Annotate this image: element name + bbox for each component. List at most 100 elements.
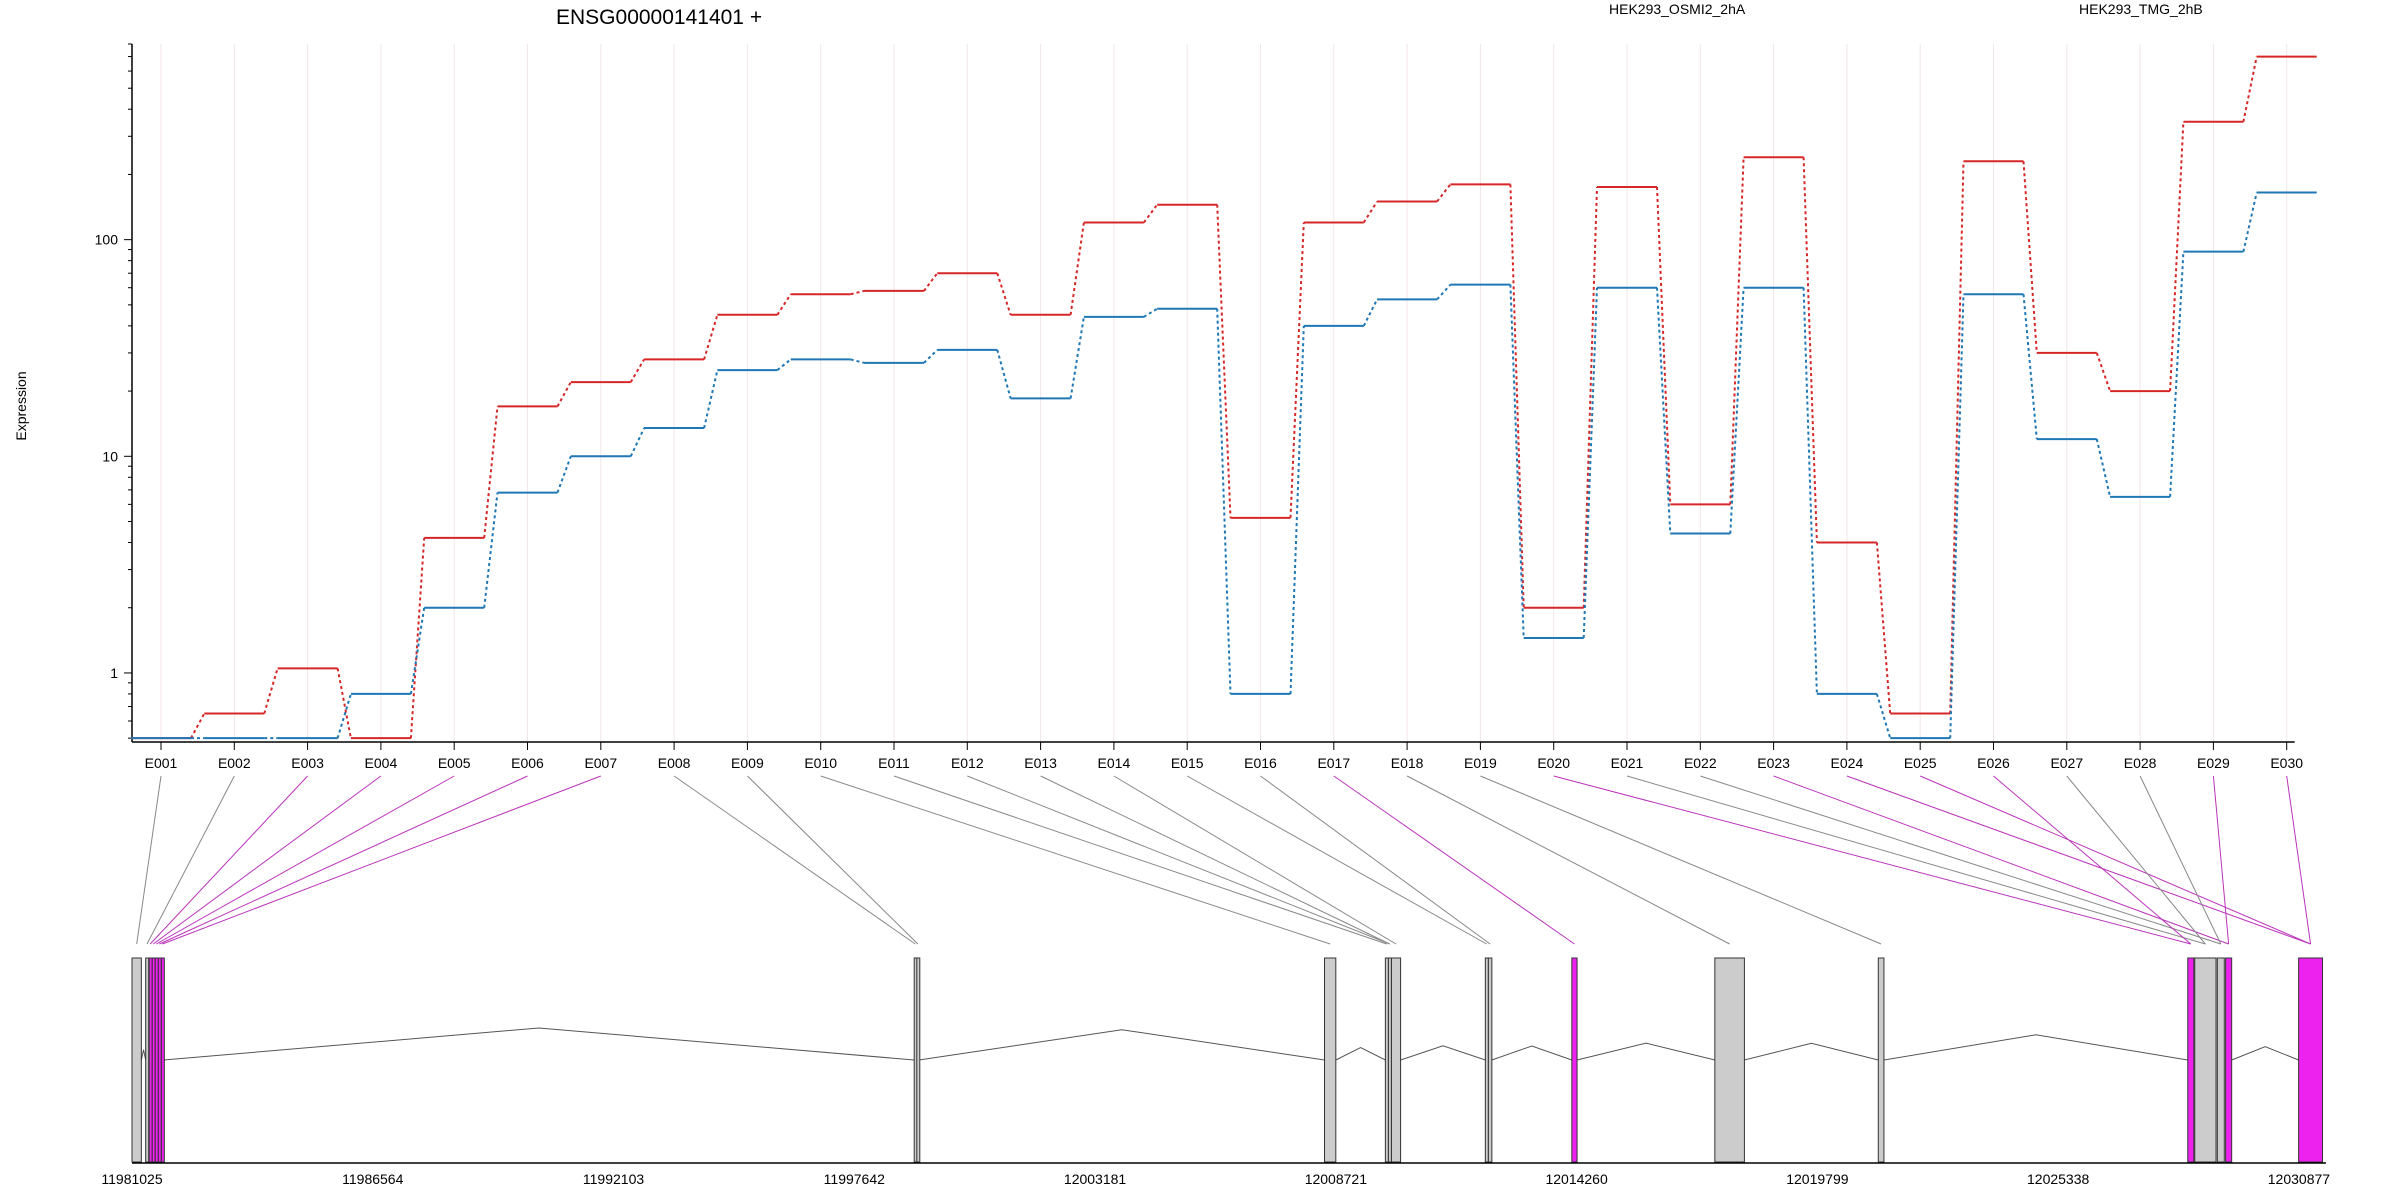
series-transition bbox=[1289, 222, 1305, 518]
exon-box bbox=[131, 957, 142, 1163]
series-transition bbox=[629, 358, 645, 383]
exon-label-E023: E023 bbox=[1757, 755, 1790, 771]
series-transition bbox=[923, 272, 939, 292]
connector-E002 bbox=[146, 775, 235, 945]
connector-E004 bbox=[153, 775, 382, 945]
exon-label-E009: E009 bbox=[731, 755, 764, 771]
connector-E018 bbox=[1406, 775, 1730, 945]
series-transition bbox=[2169, 251, 2185, 497]
exon-box bbox=[2298, 957, 2324, 1163]
series-transition bbox=[2242, 192, 2258, 252]
series-transition bbox=[1582, 186, 1598, 608]
exon-label-E026: E026 bbox=[1977, 755, 2010, 771]
series-transition bbox=[996, 272, 1012, 316]
connector-E015 bbox=[1186, 775, 1487, 945]
connector-E009 bbox=[747, 775, 919, 945]
exon-label-E006: E006 bbox=[511, 755, 544, 771]
exon-box bbox=[160, 957, 165, 1163]
series-transition bbox=[1069, 222, 1085, 315]
connector-E024 bbox=[1846, 775, 2311, 945]
exon-label-E017: E017 bbox=[1317, 755, 1350, 771]
series-transition bbox=[1582, 287, 1598, 639]
series-transition bbox=[1509, 284, 1525, 639]
connector-E023 bbox=[1773, 775, 2229, 945]
series-transition bbox=[923, 349, 938, 364]
connector-E028 bbox=[2139, 775, 2222, 945]
exon-box bbox=[1714, 957, 1745, 1163]
exon-label-E013: E013 bbox=[1024, 755, 1057, 771]
intron-line bbox=[140, 1049, 147, 1061]
genomic-tick-label: 12025338 bbox=[2027, 1171, 2090, 1187]
connector-E026 bbox=[1993, 775, 2192, 945]
series-transition bbox=[776, 293, 792, 316]
series-transition bbox=[2095, 438, 2112, 498]
connector-E006 bbox=[159, 775, 528, 945]
connector-E014 bbox=[1113, 775, 1397, 945]
series-transition bbox=[2242, 56, 2258, 122]
exon-label-E025: E025 bbox=[1904, 755, 1937, 771]
series-transition bbox=[1875, 693, 1892, 739]
series-transition bbox=[703, 369, 719, 429]
y-tick-label: 1 bbox=[110, 665, 118, 681]
series-transition bbox=[556, 455, 572, 493]
genomic-tick-label: 11981025 bbox=[101, 1171, 162, 1187]
series-transition bbox=[483, 492, 499, 608]
connector-E027 bbox=[2066, 775, 2206, 945]
exon-label-E003: E003 bbox=[291, 755, 324, 771]
series-transition bbox=[1802, 287, 1818, 694]
connector-E022 bbox=[1700, 775, 2221, 945]
series-transition bbox=[1216, 204, 1232, 518]
genomic-tick-label: 11986564 bbox=[342, 1171, 403, 1187]
series-transition bbox=[629, 427, 646, 457]
series-transition bbox=[776, 358, 792, 371]
series-transition bbox=[1362, 298, 1378, 327]
series-transition bbox=[1949, 294, 1965, 739]
intron-line bbox=[1491, 1045, 1573, 1061]
exon-box bbox=[145, 957, 150, 1163]
connector-E013 bbox=[1040, 775, 1390, 945]
exon-axis-labels: E001 E002 E003 E004 E005 E006 E007 E008 E009 E010… bbox=[145, 755, 2304, 771]
exon-box bbox=[1324, 957, 1337, 1163]
series-transition bbox=[2022, 294, 2038, 440]
exon-box bbox=[1571, 957, 1578, 1163]
connector-E021 bbox=[1626, 775, 2206, 945]
series-transition bbox=[409, 537, 426, 739]
gene-model bbox=[131, 957, 2324, 1163]
connector-E003 bbox=[149, 775, 308, 945]
connector-E025 bbox=[1920, 775, 2311, 945]
exon-label-E022: E022 bbox=[1684, 755, 1717, 771]
series-transition bbox=[1949, 161, 1965, 714]
genomic-tick-label: 12003181 bbox=[1064, 1171, 1127, 1187]
connector-E030 bbox=[2286, 775, 2312, 945]
exon-box bbox=[2225, 957, 2233, 1163]
exon-label-E019: E019 bbox=[1464, 755, 1497, 771]
connector-E017 bbox=[1333, 775, 1575, 945]
series-transition bbox=[1875, 542, 1892, 714]
exon-box bbox=[2194, 957, 2217, 1163]
connector-E012 bbox=[967, 775, 1390, 945]
exon-label-E015: E015 bbox=[1171, 755, 1204, 771]
y-axis-label: Expression bbox=[13, 371, 29, 440]
connector-E029 bbox=[2212, 775, 2230, 945]
series-transition bbox=[1289, 325, 1305, 694]
series-transition bbox=[1729, 287, 1745, 534]
series-transition bbox=[1802, 157, 1818, 543]
exon-label-E029: E029 bbox=[2197, 755, 2230, 771]
series-transition bbox=[2022, 161, 2038, 353]
series-transition bbox=[850, 289, 865, 296]
chart-title: ENSG00000141401 + bbox=[556, 6, 762, 29]
connector-E020 bbox=[1553, 775, 2191, 945]
exon-label-E008: E008 bbox=[658, 755, 691, 771]
series-transition bbox=[703, 314, 719, 360]
genomic-tick-label: 12014260 bbox=[1545, 1171, 1608, 1187]
connector-E008 bbox=[673, 775, 916, 945]
exon-label-E005: E005 bbox=[438, 755, 471, 771]
genomic-tick-label: 12019799 bbox=[1786, 1171, 1849, 1187]
intron-line bbox=[1335, 1046, 1386, 1061]
legend-label-osmi2: HEK293_OSMI2_2hA bbox=[1609, 1, 1746, 17]
exon-label-E011: E011 bbox=[878, 755, 910, 771]
exon-box bbox=[1390, 957, 1402, 1163]
connector-E001 bbox=[136, 775, 162, 945]
exon-label-E014: E014 bbox=[1098, 755, 1131, 771]
